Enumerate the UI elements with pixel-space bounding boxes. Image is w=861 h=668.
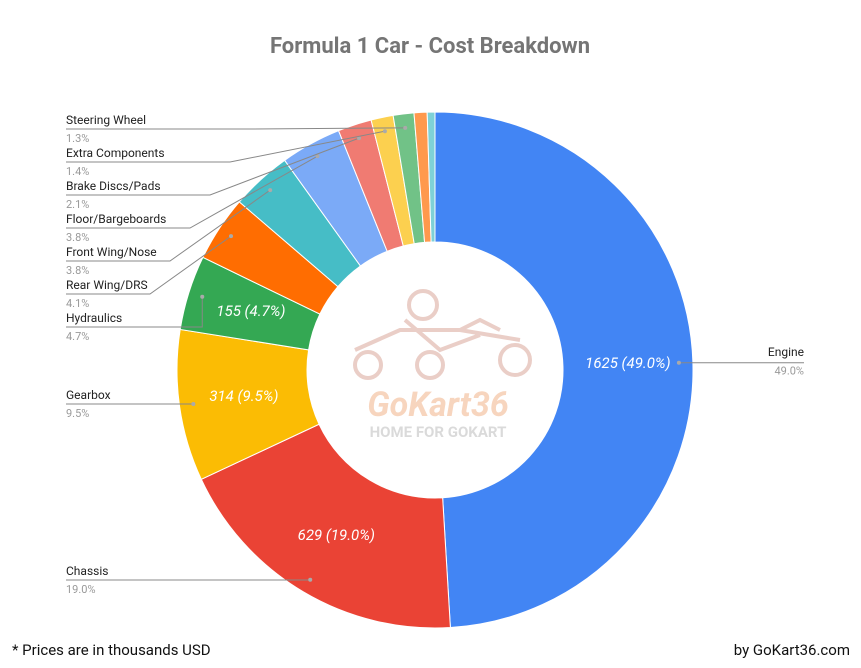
legend-label: Engine [768,345,804,359]
leader-dot [676,360,681,365]
legend-label: Extra Components [66,146,165,160]
legend-percent: 4.1% [66,297,89,310]
leader-dot [403,125,408,130]
leader-dot [191,402,196,407]
legend-percent: 1.3% [66,132,89,145]
legend-percent: 49.0% [774,365,804,378]
leader-line [66,189,271,262]
legend-label: Brake Discs/Pads [66,179,161,193]
slice-label: 314 (9.5%) [209,387,278,405]
leader-line [66,296,203,328]
leader-line [66,130,386,163]
leader-dot [200,294,205,299]
footnote: * Prices are in thousands USD [12,641,211,659]
slice [200,423,451,629]
legend-percent: 1.4% [66,165,89,178]
leader-line [66,127,406,130]
legend-percent: 3.8% [66,264,89,277]
leader-dot [357,136,362,141]
leader-line [66,235,232,295]
leader-dot [229,234,234,239]
legend-label: Steering Wheel [66,113,146,127]
leader-line [66,137,360,196]
legend-label: Hydraulics [66,311,122,325]
legend-label: Chassis [66,564,108,578]
chart-title: Formula 1 Car - Cost Breakdown [270,34,590,59]
leader-dot [382,129,387,134]
slice-label: 629 (19.0%) [298,526,375,544]
slices [176,111,694,629]
slice [434,111,694,629]
legend-percent: 2.1% [66,198,89,211]
slice [426,111,436,243]
leader-dot [315,154,320,159]
legend-percent: 19.0% [66,583,96,596]
legend-label: Floor/Bargeboards [66,212,166,226]
legend-label: Gearbox [66,388,111,402]
leader-dot [268,188,273,193]
leader-line [66,155,318,229]
slice-label: 155 (4.7%) [216,302,285,320]
watermark: GoKart36 HOME FOR GOKART [353,289,532,441]
leader-dot [308,577,313,582]
credit: by GoKart36.com [734,641,850,659]
watermark-kart-icon [353,289,532,380]
slice-label: 1625 (49.0%) [585,354,670,372]
legend-label: Rear Wing/DRS [66,278,148,292]
watermark-name: GoKart36 [367,385,509,425]
legend-percent: 3.8% [66,231,89,244]
watermark-tagline: HOME FOR GOKART [370,423,507,441]
legend-percent: 4.7% [66,330,89,343]
legend-percent: 9.5% [66,407,89,420]
legend-label: Front Wing/Nose [66,245,157,259]
